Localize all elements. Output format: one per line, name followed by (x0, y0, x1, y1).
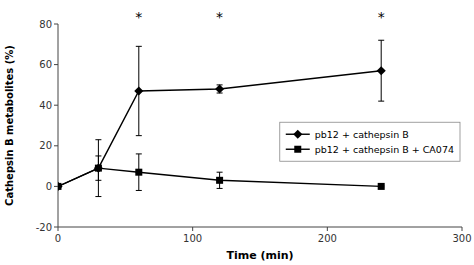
legend-marker (293, 130, 302, 139)
marker (215, 84, 224, 93)
x-tick-label: 300 (452, 233, 471, 244)
annotation: * (216, 9, 223, 25)
legend: pb12 + cathepsin B pb12 + cathepsin B + C… (280, 122, 460, 161)
y-tick (54, 24, 58, 25)
line (58, 168, 381, 186)
plot-area (58, 40, 386, 196)
y-tick-label: -20 (36, 222, 52, 233)
y-tick (54, 186, 58, 187)
y-axis (58, 24, 59, 227)
y-tick-label: 80 (39, 19, 52, 30)
y-tick-label: 20 (39, 140, 52, 151)
error-cap (95, 196, 101, 197)
marker (134, 86, 143, 95)
x-tick-label: 100 (183, 233, 202, 244)
y-axis-label: Cathepsin B metabolites (%) (4, 45, 15, 206)
chart: 0100200300-20020406080Time (min)Cathepsi… (0, 0, 474, 265)
error-cap (136, 46, 142, 47)
y-tick (54, 145, 58, 146)
error-cap (378, 101, 384, 102)
x-tick (58, 227, 59, 231)
x-tick-label: 0 (55, 233, 61, 244)
error-bar (95, 140, 101, 197)
y-tick-label: 0 (46, 181, 52, 192)
x-tick (192, 227, 193, 231)
annotation: * (135, 9, 142, 25)
marker (95, 165, 102, 172)
error-cap (136, 190, 142, 191)
x-axis (58, 227, 462, 228)
error-cap (136, 153, 142, 154)
error-bar (217, 172, 223, 188)
x-tick-label: 200 (318, 233, 337, 244)
legend-marker (294, 146, 301, 153)
legend-label: pb12 + cathepsin B (315, 129, 409, 140)
error-cap (95, 155, 101, 156)
error-bar (136, 154, 142, 191)
marker (216, 177, 223, 184)
marker (94, 164, 103, 173)
x-axis-label: Time (min) (226, 249, 293, 262)
annotation: * (378, 9, 385, 25)
error-cap (136, 135, 142, 136)
marker (58, 182, 63, 191)
y-tick-label: 60 (39, 59, 52, 70)
error-cap (95, 139, 101, 140)
legend-label: pb12 + cathepsin B + CA074 (315, 144, 454, 155)
y-tick (54, 64, 58, 65)
marker (58, 183, 62, 190)
error-cap (217, 172, 223, 173)
y-tick (54, 227, 58, 228)
error-cap (217, 188, 223, 189)
error-cap (95, 180, 101, 181)
y-tick (54, 105, 58, 106)
x-tick (327, 227, 328, 231)
marker (378, 183, 385, 190)
marker (135, 169, 142, 176)
error-cap (378, 40, 384, 41)
legend-frame (280, 122, 460, 161)
y-tick-label: 40 (39, 100, 52, 111)
x-tick (462, 227, 463, 231)
series (58, 40, 386, 196)
error-bar (95, 156, 101, 180)
marker (377, 66, 386, 75)
